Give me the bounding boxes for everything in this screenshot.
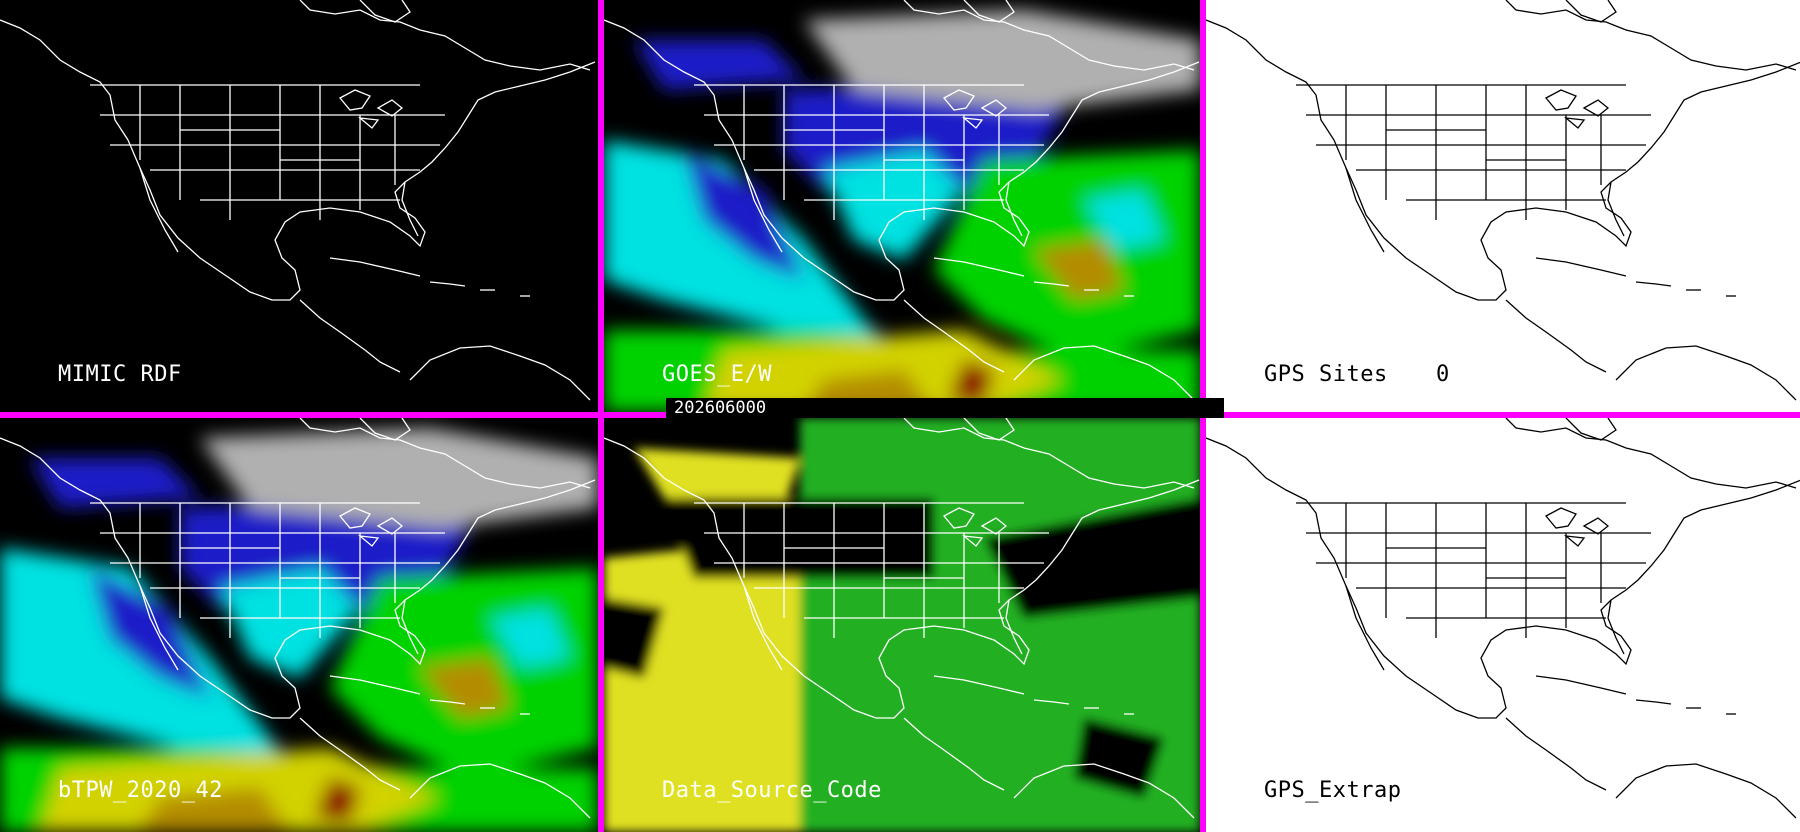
panel-label: Data_Source_Code — [662, 778, 882, 803]
panel-label: GPS_Extrap — [1264, 778, 1402, 803]
north-america-map — [1206, 418, 1800, 819]
panel-label: GPS Sites — [1264, 362, 1388, 387]
mimic-rdf-panel: MIMIC RDF — [0, 0, 598, 412]
btpw-panel: bTPW_2020_42 — [0, 418, 598, 832]
panel-label: bTPW_2020_42 — [58, 778, 223, 803]
source-code-map — [604, 418, 1200, 832]
goes-ew-panel: GOES_E/W — [604, 0, 1200, 412]
tpw-field-map — [604, 0, 1200, 412]
panel-label: MIMIC RDF — [58, 362, 182, 387]
gps-site-count: 0 — [1436, 362, 1450, 387]
panel-label: GOES_E/W — [662, 362, 772, 387]
north-america-map — [1206, 0, 1800, 401]
data-source-code-panel: Data_Source_Code — [604, 418, 1200, 832]
gps-extrap-panel: GPS_Extrap — [1206, 418, 1800, 832]
gps-sites-panel: GPS Sites 0 — [1206, 0, 1800, 412]
north-america-map — [0, 0, 596, 401]
tpw-field-map — [0, 418, 598, 832]
timestamp: 202606000 — [666, 398, 1224, 418]
